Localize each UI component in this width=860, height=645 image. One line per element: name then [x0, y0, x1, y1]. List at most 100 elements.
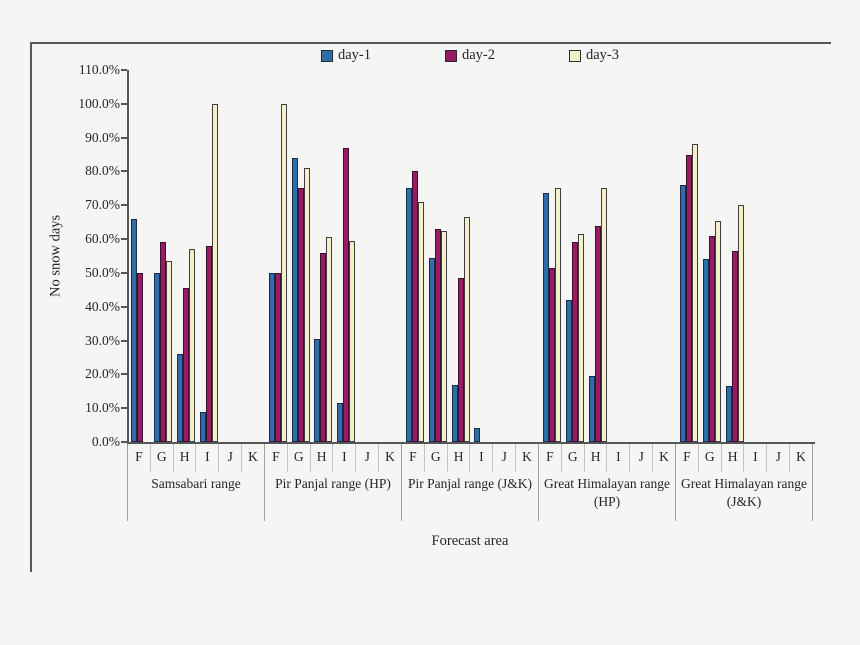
x-tick-label: G [151, 444, 174, 472]
bar-day-3 [417, 201, 424, 442]
bar-day-1 [177, 354, 184, 442]
bar-cell-J [495, 70, 518, 442]
legend-label-day-2: day-2 [461, 47, 495, 63]
bar-cell-K [792, 70, 815, 442]
y-tick-label: 20.0% [85, 366, 120, 382]
bar-cell-H [586, 70, 609, 442]
y-tick-mark [121, 69, 127, 71]
bar-day-3 [280, 103, 287, 442]
chart-legend: day-1 day-2 day-3 [127, 47, 813, 64]
bar-cell-H [312, 70, 335, 442]
bar-day-2 [320, 252, 327, 442]
bar-cell-K [655, 70, 678, 442]
bar-cell-F [541, 70, 564, 442]
bar-day-1 [291, 157, 298, 442]
x-tick-label: G [425, 444, 448, 472]
bar-day-1 [405, 188, 412, 442]
y-tick-label: 40.0% [85, 298, 120, 314]
y-tick-mark [121, 305, 127, 308]
bar-day-1 [337, 403, 344, 442]
bar-group [129, 70, 266, 442]
bar-day-3 [555, 188, 562, 442]
bar-day-3 [326, 237, 333, 442]
bar-day-1 [474, 428, 481, 442]
plot-area [121, 69, 815, 444]
bar-cell-K [243, 70, 266, 442]
bar-cell-F [403, 70, 426, 442]
x-tick-label: F [128, 444, 151, 472]
x-axis-group: F G H I J K Great Himalayan range (J&K) [676, 444, 813, 521]
x-tick-label: H [448, 444, 471, 472]
bar-day-3 [166, 261, 173, 442]
x-tick-label: J [219, 444, 243, 472]
bar-group [678, 70, 815, 442]
bar-day-1 [314, 338, 321, 442]
bar-group [266, 70, 403, 442]
bar-day-3 [303, 168, 310, 442]
bar-day-2 [732, 250, 738, 442]
y-tick-mark [121, 204, 127, 207]
x-tick-label: F [539, 444, 562, 472]
y-tick-label: 70.0% [85, 197, 120, 213]
x-group-label: Samsabari range [151, 476, 241, 491]
bar-cell-I [609, 70, 632, 442]
x-tick-label: K [796, 449, 806, 464]
x-group-label: Pir Panjal range (HP) [275, 476, 391, 491]
y-tick-labels: 110.0% 100.0% 90.0% 80.0% 70.0% 60.0% 50.0% 40.… [56, 62, 120, 449]
x-tick-label: K [248, 449, 258, 464]
legend-swatch-day-1-icon [320, 49, 333, 62]
bar-cell-I [335, 70, 358, 442]
bar-cell-H [724, 70, 747, 442]
x-tick-label: H [722, 444, 745, 472]
bar-day-1 [680, 184, 687, 442]
x-axis-group: F G H I J K Samsabari range [127, 444, 265, 521]
bar-cell-J [358, 70, 381, 442]
bar-cell-F [678, 70, 701, 442]
x-tick-label: F [402, 444, 425, 472]
y-tick-label: 30.0% [85, 332, 120, 348]
legend-label-day-1: day-1 [337, 47, 371, 63]
bar-day-3 [440, 230, 447, 442]
bar-day-1 [428, 257, 435, 442]
x-tick-label: G [562, 444, 585, 472]
x-tick-label: F [676, 444, 699, 472]
x-tick-label: I [744, 444, 768, 472]
bar-day-2 [297, 188, 304, 442]
bar-cell-G [152, 70, 175, 442]
y-tick-label: 50.0% [85, 264, 120, 280]
bar-day-1 [131, 218, 138, 442]
x-tick-label: I [470, 444, 494, 472]
x-axis-group: F G H I J K Pir Panjal range (J&K) [402, 444, 539, 521]
bar-cell-I [746, 70, 769, 442]
bar-cell-F [129, 70, 152, 442]
bar-cell-J [769, 70, 792, 442]
y-tick-label: 0.0% [91, 434, 120, 449]
bar-day-1 [703, 259, 710, 442]
legend-swatch-day-3-icon [569, 49, 581, 62]
bar-day-2 [434, 228, 441, 442]
y-tick-mark [121, 271, 127, 274]
bar-day-3 [577, 234, 584, 442]
x-tick-label: K [522, 449, 532, 464]
x-axis-group: F G H I J K Great Himalayan range (HP) [539, 444, 676, 521]
legend-swatch-day-2-icon [444, 49, 457, 62]
y-tick-mark [121, 441, 127, 443]
bar-day-1 [588, 376, 595, 442]
x-tick-label: H [585, 444, 608, 472]
x-axis-title: Forecast area [431, 533, 509, 549]
bar-day-1 [268, 272, 275, 442]
bar-day-3 [349, 240, 356, 442]
bar-day-1 [200, 411, 207, 442]
bar-cell-G [426, 70, 449, 442]
bar-day-1 [451, 384, 458, 442]
x-group-label: Pir Panjal range (J&K) [407, 476, 533, 491]
bar-cell-J [632, 70, 655, 442]
bar-day-2 [686, 154, 693, 442]
x-tick-label: K [385, 449, 395, 464]
bar-day-2 [274, 272, 281, 442]
y-tick-mark [121, 373, 127, 376]
